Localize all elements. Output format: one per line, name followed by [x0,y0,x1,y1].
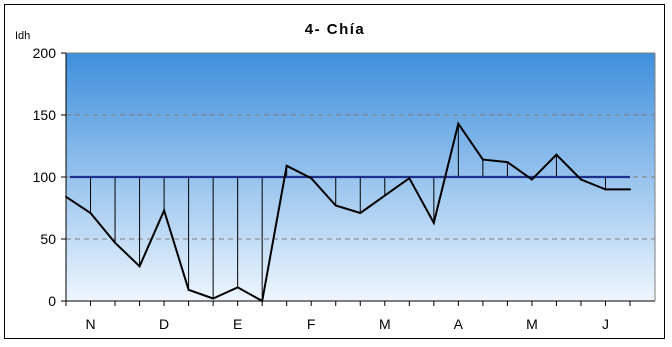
chart-frame: 0 50 100 150 200 N D E F M A M J 4- Chía Idh [4,4,665,339]
x-tick-label: D [159,316,169,332]
y-tick-label: 100 [33,169,57,185]
line-chart: 0 50 100 150 200 N D E F M A M J 4- Chía Idh [15,21,656,332]
x-tick-label: J [602,316,609,332]
y-tick-label: 0 [48,293,56,309]
y-tick-label: 150 [33,107,57,123]
y-tick-label: 200 [33,45,57,61]
x-tick-label: M [379,316,391,332]
x-tick-label: N [85,316,95,332]
x-tick-label: M [526,316,538,332]
x-tick-label: A [454,316,464,332]
y-tick-label: 50 [40,231,56,247]
x-tick-label: F [307,316,316,332]
chart-title: 4- Chía [305,21,366,38]
x-tick-label: E [233,316,242,332]
series-line [65,121,630,303]
y-axis-label: Idh [15,30,30,42]
